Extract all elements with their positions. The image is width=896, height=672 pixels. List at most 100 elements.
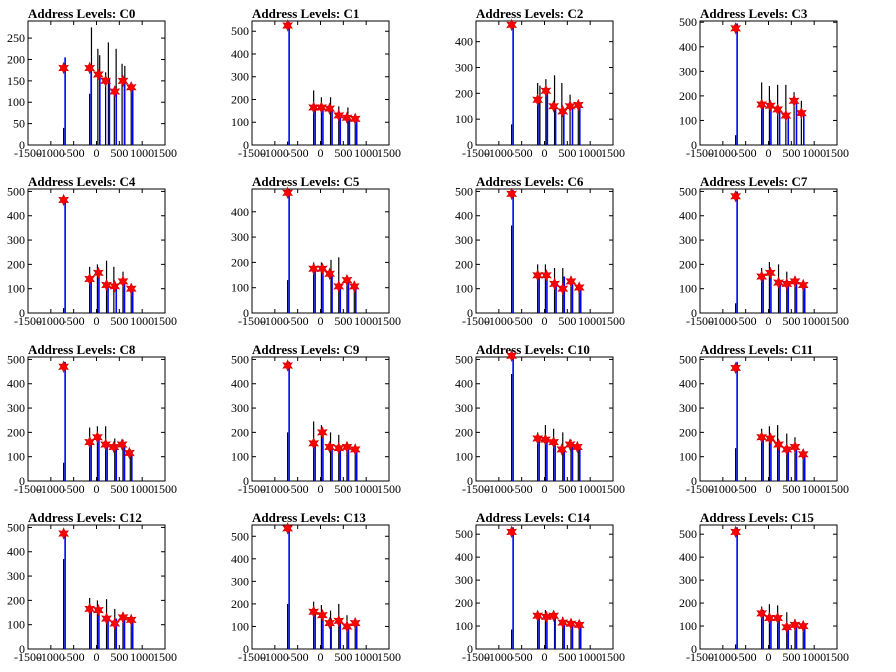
chart-title: Address Levels: C14 xyxy=(476,510,590,525)
x-tick-label: 500 xyxy=(558,146,576,160)
level-marker xyxy=(84,435,96,449)
y-tick-label: 400 xyxy=(231,377,249,391)
y-tick-label: 300 xyxy=(7,401,25,415)
y-tick-label: 400 xyxy=(231,205,249,219)
x-tick-label: 1000 xyxy=(578,650,602,664)
plot-frame xyxy=(251,188,390,314)
level-marker xyxy=(58,193,70,207)
chart-panel: Address Levels: C9 0 100 200 300 400 500 -1500-… xyxy=(224,336,448,504)
x-tick-label: 1500 xyxy=(377,482,401,496)
y-tick-label: 500 xyxy=(7,184,25,198)
level-marker xyxy=(58,61,70,75)
level-marker xyxy=(282,522,294,535)
y-tick-label: 0 xyxy=(467,138,473,152)
y-tick-label: 100 xyxy=(231,281,249,295)
level-marker xyxy=(532,93,544,107)
y-tick-label: 200 xyxy=(231,255,249,269)
y-tick-label: 100 xyxy=(455,112,473,126)
y-tick-label: 100 xyxy=(679,450,697,464)
level-marker xyxy=(308,101,320,114)
x-tick-label: 500 xyxy=(110,146,128,160)
y-tick-label: 0 xyxy=(691,642,697,656)
y-tick-label: 400 xyxy=(231,47,249,61)
level-marker xyxy=(548,609,560,622)
level-marker xyxy=(316,101,327,114)
level-marker xyxy=(772,103,784,116)
x-tick-label: 0 xyxy=(94,314,100,328)
level-marker xyxy=(781,620,793,634)
y-tick-label: 100 xyxy=(7,618,25,632)
level-marker xyxy=(341,111,353,124)
chart-plot: 0 50 100 150 200 250 -1500-1000-500 0 500 1000150… xyxy=(7,20,177,160)
level-marker xyxy=(316,262,328,275)
y-tick-label: 0 xyxy=(243,642,249,656)
x-tick-label: -1500 xyxy=(14,314,42,328)
level-marker xyxy=(324,267,336,281)
level-marker xyxy=(84,272,96,286)
plot-frame xyxy=(475,20,614,146)
level-marker xyxy=(125,81,137,94)
level-marker xyxy=(557,282,569,295)
x-tick-label: 1000 xyxy=(802,482,826,496)
plot-frame xyxy=(699,20,838,146)
x-tick-label: -1000 xyxy=(37,146,65,160)
chart-title: Address Levels: C2 xyxy=(476,6,584,21)
y-tick-label: 300 xyxy=(231,230,249,244)
x-tick-label: 1500 xyxy=(153,650,177,664)
x-tick-label: 500 xyxy=(558,650,576,664)
chart-title: Address Levels: C13 xyxy=(252,510,366,525)
chart-title: Address Levels: C7 xyxy=(700,174,808,189)
level-marker xyxy=(772,611,784,625)
x-tick-label: 0 xyxy=(766,482,772,496)
level-marker xyxy=(564,438,576,451)
x-tick-label: -500 xyxy=(287,314,309,328)
chart-panel: Address Levels: C7 0 100 200 300 400 500 -1500-… xyxy=(672,168,896,336)
level-marker xyxy=(781,443,793,456)
x-tick-label: -500 xyxy=(511,650,533,664)
level-marker xyxy=(125,613,137,627)
y-tick-label: 150 xyxy=(7,74,25,88)
y-tick-label: 500 xyxy=(231,529,249,543)
x-tick-label: -1500 xyxy=(686,650,714,664)
x-tick-label: -500 xyxy=(63,482,85,496)
chart-panel: Address Levels: C6 0 100 200 300 400 500 -1500-… xyxy=(448,168,672,336)
y-tick-label: 400 xyxy=(7,209,25,223)
y-tick-label: 0 xyxy=(691,306,697,320)
chart-panel: Address Levels: C13 0 100 200 300 400 500 -1500… xyxy=(224,504,448,672)
y-tick-label: 0 xyxy=(19,138,25,152)
y-tick-label: 100 xyxy=(679,113,697,127)
x-tick-label: 0 xyxy=(94,650,100,664)
x-tick-label: -1500 xyxy=(238,314,266,328)
x-tick-label: -500 xyxy=(63,650,85,664)
x-tick-label: 1500 xyxy=(377,650,401,664)
y-tick-label: 400 xyxy=(455,209,473,223)
x-tick-label: 1500 xyxy=(153,146,177,160)
x-tick-label: 1500 xyxy=(377,314,401,328)
x-tick-label: -1000 xyxy=(709,482,737,496)
level-marker xyxy=(333,614,345,628)
x-tick-label: -1500 xyxy=(238,146,266,160)
level-marker xyxy=(789,440,801,454)
plot-frame xyxy=(699,356,838,482)
level-marker xyxy=(109,85,121,98)
y-tick-label: 300 xyxy=(679,64,697,78)
y-tick-label: 100 xyxy=(679,282,697,296)
y-tick-label: 400 xyxy=(679,550,697,564)
x-tick-label: 1500 xyxy=(601,146,625,160)
x-tick-label: -1000 xyxy=(485,146,513,160)
level-marker xyxy=(101,612,112,625)
x-tick-label: -500 xyxy=(511,146,533,160)
level-marker xyxy=(282,19,294,32)
y-tick-label: 500 xyxy=(231,24,249,38)
chart-title: Address Levels: C12 xyxy=(28,510,142,525)
plot-frame xyxy=(27,188,166,314)
x-tick-label: -500 xyxy=(287,146,309,160)
x-tick-label: -500 xyxy=(287,482,309,496)
x-tick-label: 1500 xyxy=(601,314,625,328)
level-marker xyxy=(92,603,104,617)
level-marker xyxy=(789,618,801,632)
y-tick-label: 300 xyxy=(455,61,473,75)
level-marker xyxy=(100,438,112,451)
level-marker xyxy=(773,438,784,451)
